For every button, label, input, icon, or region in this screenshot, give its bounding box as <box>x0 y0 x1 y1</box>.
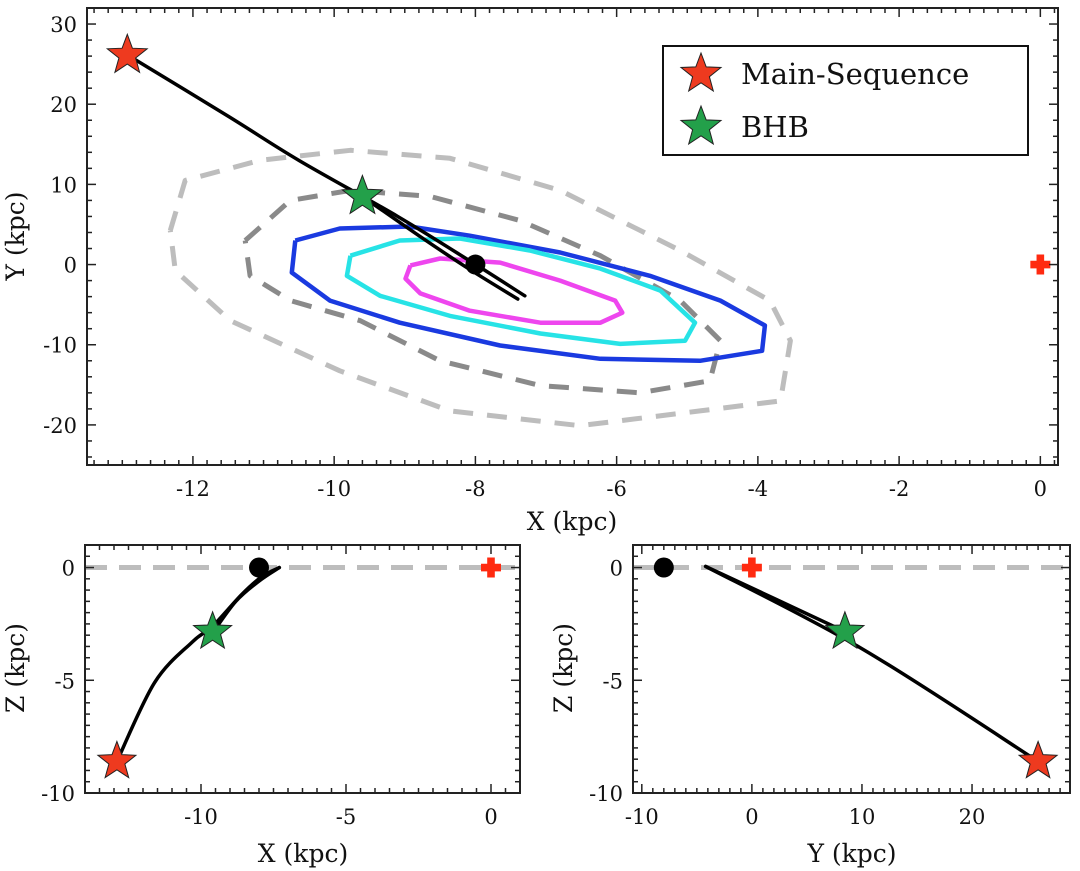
y-tick-label: -10 <box>41 782 75 806</box>
density-contour-3 <box>344 236 698 347</box>
density-contour-2 <box>289 224 768 364</box>
orbit-line-bhb <box>360 194 520 301</box>
ticks-main <box>87 7 1058 465</box>
x-tick-label: 0 <box>745 805 758 829</box>
legend-label-main-sequence: Main-Sequence <box>741 57 969 91</box>
legend-bhb-star-icon <box>679 104 723 146</box>
x-tick-label: 20 <box>959 805 986 829</box>
y-tick-label: 0 <box>610 557 623 581</box>
sun-dot-marker <box>249 557 269 578</box>
panel-xz: -10 -5 0 -10 -5 0 <box>41 544 521 829</box>
panel-yz: -10 0 10 20 -10 -5 0 <box>589 544 1071 829</box>
x-tick-label: 0 <box>1034 477 1047 501</box>
ticks-xz <box>84 544 521 794</box>
y-tick-label: -5 <box>603 669 623 693</box>
legend-label-bhb: BHB <box>741 110 809 144</box>
orbit-line-main-sequence <box>703 564 1040 764</box>
y-tick-label: -10 <box>589 782 623 806</box>
orbit-line-main-sequence <box>127 54 527 298</box>
star-marker-main-sequence <box>96 739 138 779</box>
star-marker-bhb <box>192 610 233 650</box>
x-tick-label: -4 <box>748 477 768 501</box>
y-tick-label: 0 <box>64 254 77 278</box>
density-contour-1 <box>242 187 723 396</box>
x-tick-label: -12 <box>176 477 210 501</box>
density-contour-4 <box>403 256 625 325</box>
galactic-center-cross-marker <box>741 557 762 578</box>
legend: Main-Sequence BHB <box>662 45 1029 156</box>
x-tick-label: 0 <box>484 805 497 829</box>
plot-area-xz <box>85 565 520 764</box>
sun-dot-marker <box>653 557 674 578</box>
x-tick-label: -10 <box>184 805 218 829</box>
x-tick-label: -8 <box>465 477 485 501</box>
xz-y-axis-label: Z (kpc) <box>1 623 30 713</box>
axes-frame-xz <box>84 544 521 794</box>
y-tick-label: 30 <box>50 13 77 37</box>
x-tick-label: -5 <box>336 805 356 829</box>
axes-frame-main <box>86 7 1059 466</box>
x-tick-label: 10 <box>849 805 876 829</box>
main-y-axis-label: Y (kpc) <box>1 191 30 281</box>
y-tick-label: -5 <box>55 669 75 693</box>
plot-area-yz <box>633 564 1070 764</box>
legend-main-sequence-star-icon <box>679 51 723 93</box>
star-marker-bhb <box>824 610 866 650</box>
yz-y-axis-label: Z (kpc) <box>549 623 578 713</box>
y-tick-label: 20 <box>50 93 77 117</box>
star-marker-main-sequence <box>1017 739 1059 779</box>
star-marker-bhb <box>341 173 384 215</box>
axes-frame-yz <box>632 544 1071 794</box>
star-marker-main-sequence <box>105 32 149 74</box>
y-tick-label: -10 <box>43 334 77 358</box>
x-tick-label: -10 <box>317 477 351 501</box>
density-contour-0 <box>167 147 793 429</box>
orbit-line-bhb <box>210 565 282 635</box>
ticks-yz <box>633 544 1070 794</box>
galactic-center-cross-marker <box>1030 254 1051 275</box>
xz-x-axis-label: X (kpc) <box>258 839 348 868</box>
x-tick-label: -6 <box>606 477 626 501</box>
y-tick-label: 10 <box>50 173 77 197</box>
x-tick-label: -10 <box>625 805 659 829</box>
y-tick-label: -20 <box>43 414 77 438</box>
galactic-center-cross-marker <box>481 557 501 578</box>
orbit-line-main-sequence <box>115 565 282 764</box>
orbit-line-bhb <box>703 564 848 634</box>
main-x-axis-label: X (kpc) <box>527 507 617 536</box>
sun-dot-marker <box>465 254 486 275</box>
y-tick-label: 0 <box>62 557 75 581</box>
legend-box <box>662 45 1029 156</box>
yz-x-axis-label: Y (kpc) <box>806 839 896 868</box>
x-tick-label: -2 <box>889 477 909 501</box>
